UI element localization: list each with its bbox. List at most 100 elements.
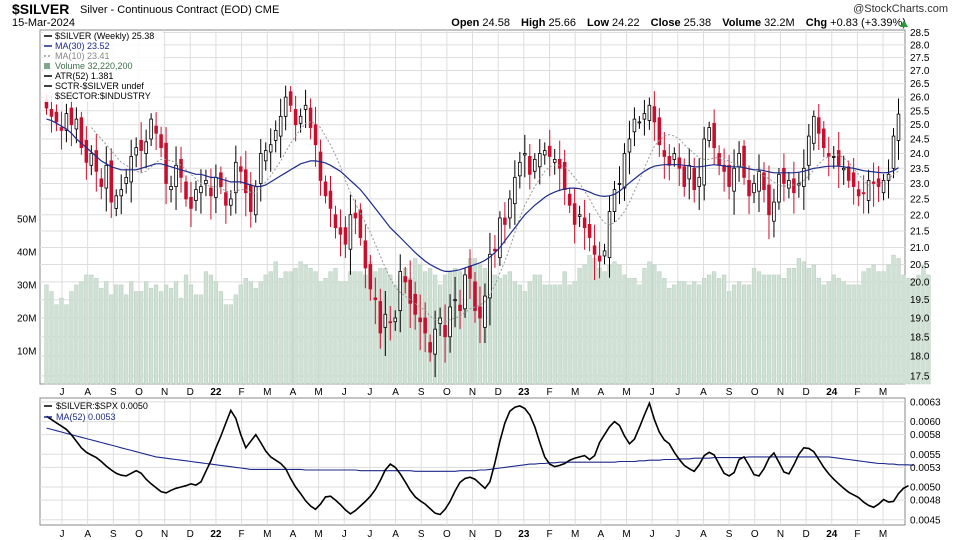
low-value: 24.22 [612, 17, 640, 29]
candle-down [323, 181, 328, 197]
candle-up [523, 153, 527, 156]
volume-bar [771, 274, 777, 385]
candle-down [378, 301, 383, 334]
candle-up [891, 135, 896, 169]
volume-bar [547, 284, 552, 385]
price-tick-label: 21.5 [910, 226, 930, 237]
x-tick-label: A [597, 387, 604, 398]
candle-up [398, 270, 403, 312]
volume-bar [158, 291, 164, 385]
legend-sctr: SCTR-$SILVER undef [55, 81, 144, 91]
volume-bar [926, 274, 931, 385]
volume-bar [338, 281, 343, 385]
x-tick-label: S [418, 387, 425, 398]
chart-header: $SILVER Silver - Continuous Contract (EO… [8, 0, 952, 30]
x-tick-label: F [239, 529, 245, 540]
x-tick-label: O [751, 387, 759, 398]
candle-down [49, 109, 54, 117]
volume-bar [751, 268, 757, 385]
ratio-tick-label: 0.0050 [910, 483, 941, 494]
stockcharts-brand[interactable]: @StockCharts.com [853, 3, 948, 15]
volume-bar [891, 254, 896, 385]
candle-down [682, 166, 687, 187]
x-tick-label: 22 [210, 529, 222, 540]
candle-down [503, 217, 507, 225]
volume-bar [193, 294, 199, 385]
price-tick-label: 20.5 [910, 260, 930, 271]
volume-value: 32.2M [764, 17, 795, 29]
candle-down [328, 190, 333, 209]
x-tick-label: D [802, 529, 809, 540]
volume-tick-label: 50M [17, 214, 36, 225]
x-tick-label: N [469, 529, 476, 540]
candle-up [732, 167, 736, 192]
x-tick-label: A [84, 529, 91, 540]
candle-down [582, 217, 587, 229]
volume-bar [901, 274, 906, 385]
price-tick-label: 26.5 [910, 79, 930, 90]
candle-down [99, 178, 104, 187]
volume-bar [283, 271, 288, 385]
volume-bar [916, 274, 921, 385]
volume-bar [238, 284, 243, 385]
x-tick-label: M [263, 529, 271, 540]
volume-bar [537, 274, 542, 385]
candle-up [866, 179, 871, 201]
x-tick-label: A [290, 387, 297, 398]
candle-up [283, 96, 288, 117]
volume-bar [293, 268, 298, 385]
candle-down [184, 181, 188, 200]
volume-bar [129, 281, 134, 385]
ratio-tick-label: 0.0060 [910, 417, 941, 428]
price-tick-label: 27.5 [910, 53, 930, 64]
candle-up [214, 176, 218, 198]
candle-down [557, 158, 562, 169]
candle-down [856, 189, 861, 197]
volume-bar [173, 281, 179, 385]
candle-down [388, 321, 393, 324]
candle-down [826, 153, 831, 157]
volume-bar [517, 284, 522, 385]
volume-bar [632, 278, 637, 385]
volume-bar [682, 281, 687, 385]
candle-up [542, 150, 547, 156]
volume-bar [856, 284, 861, 385]
volume-bar [607, 264, 612, 385]
candle-down [428, 342, 432, 353]
x-tick-label: D [187, 387, 194, 398]
x-tick-label: O [751, 529, 759, 540]
candle-down [876, 178, 881, 187]
x-tick-label: S [418, 529, 425, 540]
volume-bar [687, 284, 692, 385]
candle-down [189, 196, 193, 209]
volume-bar [821, 284, 826, 385]
volume-bar [796, 258, 801, 385]
volume-bar [831, 274, 836, 385]
volume-bar [806, 268, 811, 385]
volume-bar [84, 274, 89, 385]
price-tick-label: 18.0 [910, 352, 930, 363]
volume-bar [59, 297, 64, 385]
volume-tick-label: 10M [17, 346, 36, 357]
candle-up [617, 183, 622, 185]
volume-bar [248, 281, 253, 385]
volume-bar [647, 261, 652, 385]
x-tick-label: A [700, 387, 707, 398]
x-tick-label: M [571, 387, 579, 398]
ratio-tick-label: 0.0045 [910, 515, 941, 526]
volume-bar [911, 278, 916, 385]
price-tick-label: 17.5 [910, 371, 930, 382]
candle-down [343, 227, 348, 245]
x-tick-label: F [546, 387, 552, 398]
candle-up [234, 161, 238, 194]
candle-up [772, 201, 776, 222]
candle-down [782, 167, 786, 184]
volume-bar [149, 287, 154, 385]
candle-down [403, 276, 408, 283]
x-tick-label: 24 [826, 529, 838, 540]
volume-bar [672, 284, 677, 385]
candle-down [84, 140, 89, 163]
candle-down [817, 117, 821, 134]
candle-down [94, 150, 99, 172]
